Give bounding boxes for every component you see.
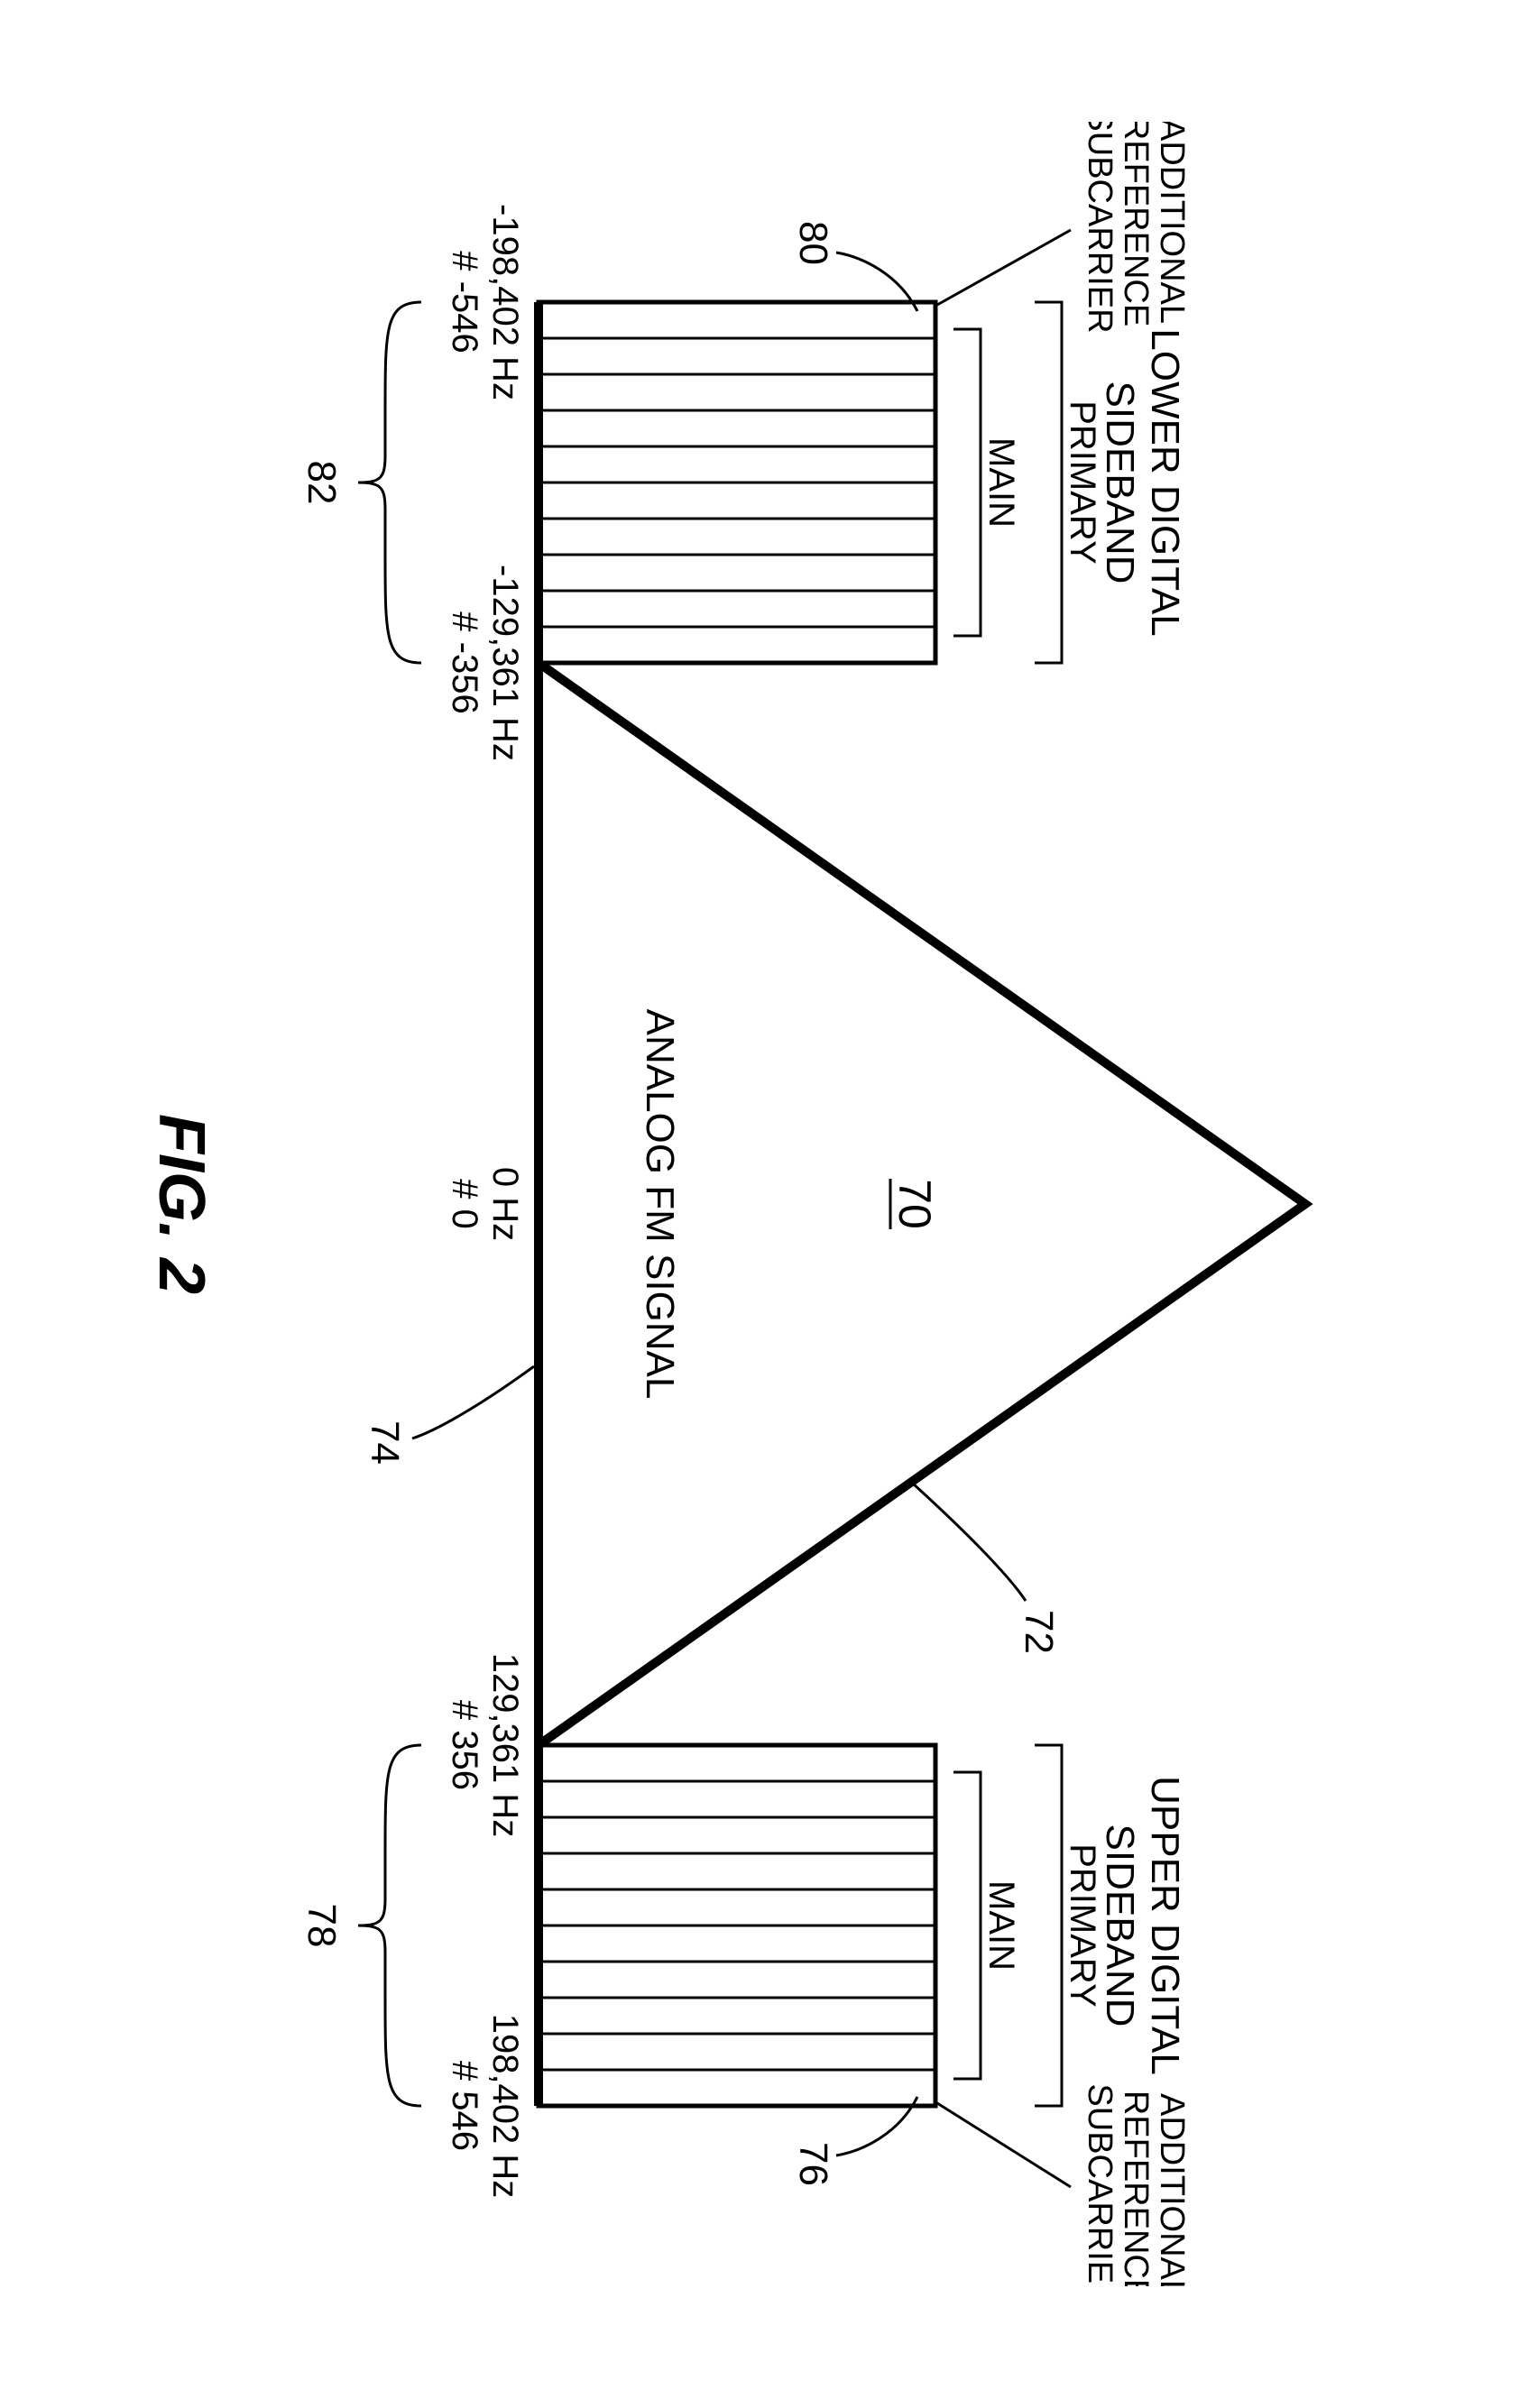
lsb-main-label: MAIN <box>981 437 1021 528</box>
center-ref-70: 70 <box>889 1179 940 1229</box>
usb-main-bracket <box>953 1772 981 2079</box>
brace-78 <box>358 1745 421 2106</box>
lsb-note-3: SUBCARRIER <box>1081 122 1119 334</box>
t4-num: # 356 <box>445 1700 484 1790</box>
usb-primary-bracket <box>1035 1745 1062 2106</box>
figure-stage: 72 70 ANALOG FM SIGNAL MAIN PRIMARY LOWE… <box>88 122 1441 2286</box>
lsb-note-leader <box>937 230 1071 305</box>
ref-72: 72 <box>1017 1610 1061 1654</box>
t3-num: # 0 <box>445 1179 484 1229</box>
lsb-primary-bracket <box>1035 302 1062 663</box>
lsb-title-2: SIDEBAND <box>1098 381 1142 584</box>
t3-freq: 0 Hz <box>485 1167 525 1241</box>
t2-freq: -129,361 Hz <box>485 565 525 761</box>
usb-title-1: UPPER DIGITAL <box>1143 1776 1187 2075</box>
tick-4: 129,361 Hz # 356 <box>445 1653 525 1838</box>
ref-74: 74 <box>363 1420 407 1465</box>
ref-72-leader <box>913 1484 1026 1601</box>
ref-80: 80 <box>791 221 835 265</box>
lsb-primary-label: PRIMARY <box>1063 400 1102 565</box>
usb-note-3: SUBCARRIER <box>1081 2083 1119 2286</box>
tick-1: -198,402 Hz # -546 <box>445 204 525 400</box>
usb-title-2: SIDEBAND <box>1098 1824 1142 2027</box>
lsb-note-1: ADDITIONAL <box>1153 122 1191 324</box>
brace-82 <box>358 302 421 663</box>
lsb-title-1: LOWER DIGITAL <box>1143 328 1187 636</box>
usb-main-label: MAIN <box>981 1880 1021 1971</box>
usb-primary-label: PRIMARY <box>1063 1843 1102 2008</box>
t1-freq: -198,402 Hz <box>485 204 525 400</box>
ref-82: 82 <box>299 461 344 505</box>
lsb-note-2: REFERENCE <box>1117 122 1155 326</box>
analog-fm-label: ANALOG FM SIGNAL <box>638 1009 682 1400</box>
t5-freq: 198,402 Hz <box>485 2014 525 2199</box>
ref-74-leader <box>412 1366 534 1438</box>
tick-5: 198,402 Hz # 546 <box>445 2014 525 2199</box>
lower-sideband: MAIN PRIMARY LOWER DIGITAL SIDEBAND 80 A… <box>539 122 1191 663</box>
figure-caption: FIG. 2 <box>145 1114 217 1294</box>
usb-note-leader <box>937 2103 1071 2187</box>
t5-num: # 546 <box>445 2061 484 2151</box>
figure-svg: 72 70 ANALOG FM SIGNAL MAIN PRIMARY LOWE… <box>88 122 1441 2286</box>
t4-freq: 129,361 Hz <box>485 1653 525 1838</box>
t1-num: # -546 <box>445 251 484 353</box>
ref-76: 76 <box>791 2142 835 2186</box>
usb-note-1: ADDITIONAL <box>1153 2093 1191 2286</box>
lsb-main-bracket <box>953 329 981 636</box>
usb-note-2: REFERENCE <box>1117 2091 1155 2286</box>
tick-2: -129,361 Hz # -356 <box>445 565 525 761</box>
t2-num: # -356 <box>445 611 484 713</box>
tick-3: 0 Hz # 0 <box>445 1167 525 1241</box>
ref-78: 78 <box>299 1904 344 1948</box>
upper-sideband: MAIN PRIMARY UPPER DIGITAL SIDEBAND 76 A… <box>539 1745 1191 2286</box>
